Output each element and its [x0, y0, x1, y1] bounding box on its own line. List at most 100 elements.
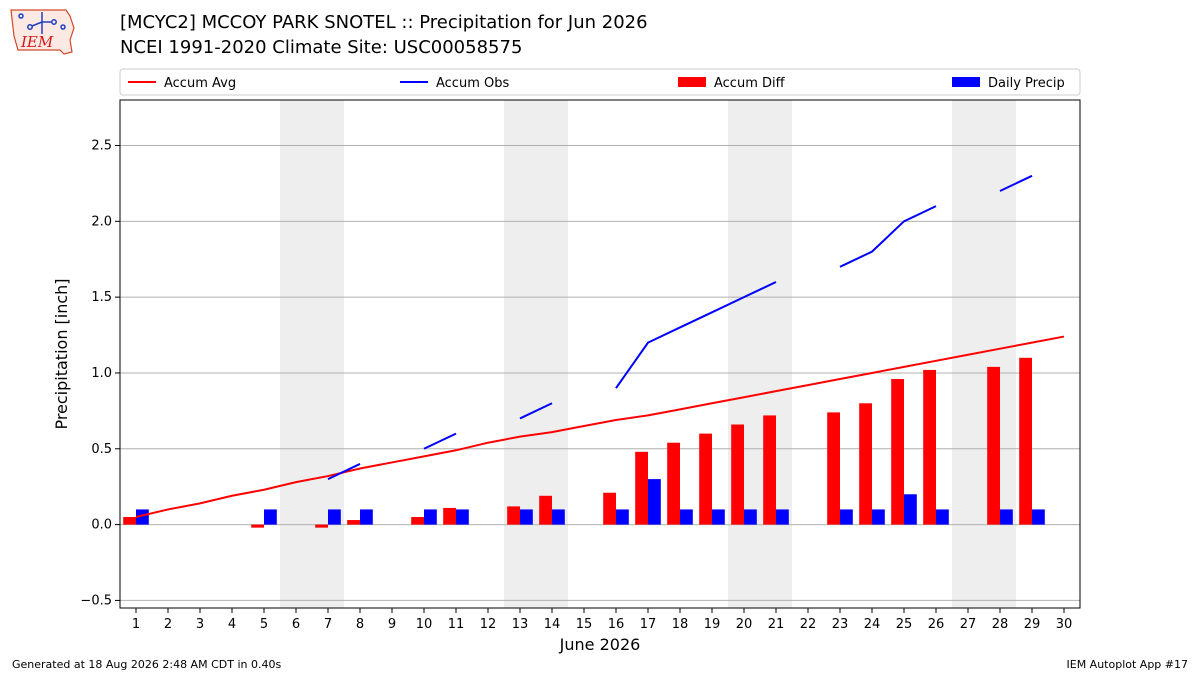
y-tick-label: 2.0	[91, 214, 112, 229]
accum-diff-bar	[347, 520, 360, 525]
daily-precip-bar	[648, 479, 661, 525]
plot-frame	[119, 99, 1081, 609]
daily-precip-bar	[328, 509, 341, 525]
y-tick-label: 1.5	[91, 290, 112, 305]
accum-diff-bar	[603, 492, 616, 525]
accum-diff-bar	[1019, 357, 1032, 525]
x-tick-label: 21	[768, 617, 785, 632]
y-axis-label: Precipitation [inch]	[52, 278, 71, 429]
daily-precip-bar	[136, 509, 149, 525]
accum-obs-line	[423, 432, 457, 450]
accum-diff-bar	[635, 451, 648, 525]
accum-obs-line	[999, 174, 1033, 192]
daily-precip-bar	[872, 509, 885, 525]
accum-obs-line	[519, 402, 553, 420]
daily-precip-bar	[264, 509, 277, 525]
x-axis-label: June 2026	[559, 635, 641, 654]
y-tick-label: 0.5	[91, 442, 112, 457]
x-tick-label: 8	[356, 617, 364, 632]
chart-title: [MCYC2] MCCOY PARK SNOTEL :: Precipitati…	[120, 12, 648, 33]
legend-label: Accum Diff	[714, 76, 786, 91]
iem-logo: IEM	[10, 9, 75, 55]
x-tick-label: 20	[736, 617, 753, 632]
daily-precip-bar	[712, 509, 725, 525]
daily-precip-bar	[776, 509, 789, 525]
daily-precip-bar	[936, 509, 949, 525]
accum-diff-bar	[763, 415, 776, 525]
x-tick-label: 22	[800, 617, 817, 632]
accum-diff-bar	[507, 506, 520, 525]
x-tick-label: 13	[512, 617, 529, 632]
daily-precip-bar	[616, 509, 629, 525]
y-tick-label: 2.5	[91, 138, 112, 153]
x-tick-label: 6	[292, 617, 300, 632]
legend-label: Accum Obs	[436, 76, 509, 91]
gridlines	[120, 144, 1080, 601]
accum-diff-bar	[987, 366, 1000, 525]
accum-avg-line	[135, 335, 1065, 518]
generated-timestamp: Generated at 18 Aug 2026 2:48 AM CDT in …	[12, 658, 282, 671]
legend-label: Daily Precip	[988, 76, 1065, 91]
accum-diff-bar	[923, 369, 936, 525]
x-tick-label: 4	[228, 617, 236, 632]
weekend-band	[504, 100, 568, 608]
y-tick-label: −0.5	[80, 593, 112, 608]
daily-precip-bar	[1032, 509, 1045, 525]
x-tick-label: 5	[260, 617, 268, 632]
accum-obs-line	[327, 463, 361, 481]
daily-precip-bar	[840, 509, 853, 525]
x-tick-label: 10	[416, 617, 433, 632]
x-tick-label: 18	[672, 617, 689, 632]
x-tick-label: 27	[960, 617, 977, 632]
daily-precip-bar	[1000, 509, 1013, 525]
app-label: IEM Autoplot App #17	[1066, 658, 1189, 671]
x-tick-label: 11	[448, 617, 465, 632]
daily-precip-bar	[552, 509, 565, 525]
accum-diff-bar	[443, 507, 456, 525]
accum-diff-bar	[859, 403, 872, 525]
iem-logo-text: IEM	[20, 33, 54, 51]
daily-precip-bar	[744, 509, 757, 525]
x-tick-label: 3	[196, 617, 204, 632]
legend-box	[119, 68, 1081, 96]
accum-diff-bar	[699, 433, 712, 525]
x-tick-label: 9	[388, 617, 396, 632]
accum-diff-bar	[539, 495, 552, 525]
accum-diff-bar	[891, 379, 904, 525]
accum-diff-bar	[731, 424, 744, 525]
accum-diff-bar	[315, 524, 328, 528]
accum-diff-bar	[123, 517, 136, 525]
daily-precip-bar	[904, 494, 917, 525]
y-tick-label: 1.0	[91, 366, 112, 381]
x-tick-label: 12	[480, 617, 497, 632]
x-tick-label: 14	[544, 617, 561, 632]
y-tick-label: 0.0	[91, 518, 112, 533]
legend: Accum Avg Accum Obs Accum Diff Daily Precip	[119, 68, 1081, 96]
x-tick-label: 7	[324, 617, 332, 632]
lines	[135, 174, 1065, 518]
accum-obs-line	[615, 281, 777, 389]
x-tick-label: 16	[608, 617, 625, 632]
accum-diff-bar	[251, 524, 264, 528]
x-tick-label: 30	[1056, 617, 1073, 632]
bars	[123, 357, 1045, 528]
legend-label: Accum Avg	[164, 76, 236, 91]
legend-swatch-bar	[952, 77, 980, 87]
accum-obs-line	[839, 205, 937, 268]
accum-diff-bar	[667, 442, 680, 525]
weekend-shading	[280, 100, 1016, 608]
x-tick-label: 1	[132, 617, 140, 632]
daily-precip-bar	[520, 509, 533, 525]
x-tick-label: 17	[640, 617, 657, 632]
x-tick-label: 19	[704, 617, 721, 632]
weather-station-icon	[18, 12, 66, 34]
daily-precip-bar	[424, 509, 437, 525]
weekend-band	[728, 100, 792, 608]
x-tick-label: 25	[896, 617, 913, 632]
x-tick-label: 23	[832, 617, 849, 632]
x-tick-label: 15	[576, 617, 593, 632]
accum-diff-bar	[411, 517, 424, 525]
axes: −0.50.00.51.01.52.02.51 2 3 4 5 6 7 8 9 10 11 12 13 1…	[80, 138, 1072, 632]
chart-subtitle: NCEI 1991-2020 Climate Site: USC00058575	[120, 37, 523, 58]
